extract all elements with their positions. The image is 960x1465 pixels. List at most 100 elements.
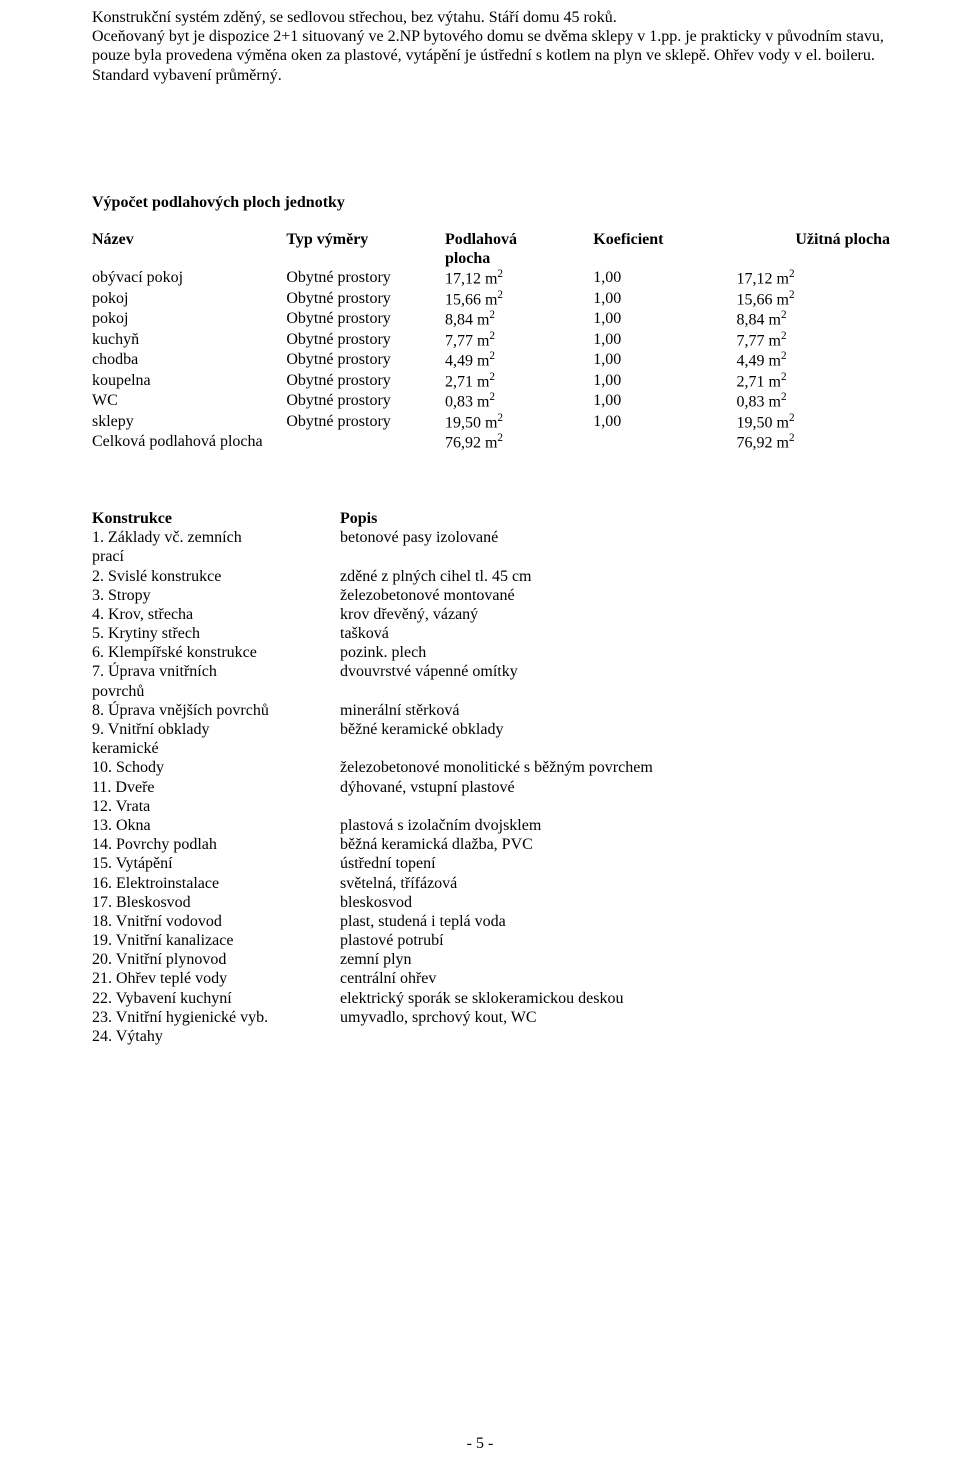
- cell-koef: 1,00: [593, 350, 736, 371]
- spacer: [92, 103, 890, 153]
- cell-konstrukce: 19. Vnitřní kanalizace: [92, 931, 340, 950]
- cell-uzit: 2,71 m2: [737, 371, 891, 392]
- cell-pod: 17,12 m2: [445, 268, 593, 289]
- table-row: 17. Bleskosvodbleskosvod: [92, 893, 890, 912]
- cell-nazev: obývací pokoj: [92, 268, 286, 289]
- cell-popis: běžná keramická dlažba, PVC: [340, 835, 890, 854]
- cell-konstrukce: 23. Vnitřní hygienické vyb.: [92, 1008, 340, 1027]
- cell-konstrukce: 16. Elektroinstalace: [92, 874, 340, 893]
- cell-koef: 1,00: [593, 371, 736, 392]
- col-header-typ: Typ výměry: [286, 230, 445, 249]
- intro-paragraph: Oceňovaný byt je dispozice 2+1 situovaný…: [92, 27, 890, 85]
- table-row: 11. Dveředýhované, vstupní plastové: [92, 778, 890, 797]
- cell-typ: Obytné prostory: [286, 309, 445, 330]
- table-row: 22. Vybavení kuchyníelektrický sporák se…: [92, 989, 890, 1008]
- cell-konstrukce: 8. Úprava vnějších povrchů: [92, 701, 340, 720]
- table-row: 16. Elektroinstalacesvětelná, třífázová: [92, 874, 890, 893]
- cell-konstrukce: 4. Krov, střecha: [92, 605, 340, 624]
- cell-koef: 1,00: [593, 268, 736, 289]
- cell-koef: 1,00: [593, 330, 736, 351]
- floor-area-table: Název Typ výměry Podlahová Koeficient Už…: [92, 230, 890, 453]
- cell-koef: 1,00: [593, 391, 736, 412]
- cell-uzit: 17,12 m2: [737, 268, 891, 289]
- cell-konstrukce: 17. Bleskosvod: [92, 893, 340, 912]
- cell-popis: plastová s izolačním dvojsklem: [340, 816, 890, 835]
- document-page: Konstrukční systém zděný, se sedlovou st…: [0, 0, 960, 1465]
- table-row: obývací pokojObytné prostory17,12 m21,00…: [92, 268, 890, 289]
- cell-typ: Obytné prostory: [286, 330, 445, 351]
- cell-uzit: 4,49 m2: [737, 350, 891, 371]
- cell-popis: umyvadlo, sprchový kout, WC: [340, 1008, 890, 1027]
- cell-popis: běžné keramické obklady: [340, 720, 890, 739]
- cell-konstrukce: 13. Okna: [92, 816, 340, 835]
- col-header-popis: Popis: [340, 509, 890, 528]
- table-row: koupelnaObytné prostory2,71 m21,002,71 m…: [92, 371, 890, 392]
- cell-popis: ústřední topení: [340, 854, 890, 873]
- table-row: prací: [92, 547, 890, 566]
- table-row: 9. Vnitřní obkladyběžné keramické obklad…: [92, 720, 890, 739]
- cell-koef: 1,00: [593, 309, 736, 330]
- cell-konstrukce: 15. Vytápění: [92, 854, 340, 873]
- cell-popis: světelná, třífázová: [340, 874, 890, 893]
- cell-popis: zděné z plných cihel tl. 45 cm: [340, 567, 890, 586]
- cell-konstrukce: 18. Vnitřní vodovod: [92, 912, 340, 931]
- table-row: 1. Základy vč. zemníchbetonové pasy izol…: [92, 528, 890, 547]
- cell-popis: plast, studená i teplá voda: [340, 912, 890, 931]
- table-row: 3. Stropyželezobetonové montované: [92, 586, 890, 605]
- cell-popis: zemní plyn: [340, 950, 890, 969]
- col-header-uzit: Užitná plocha: [737, 230, 891, 249]
- total-uzit: 76,92 m2: [737, 432, 891, 453]
- table-row: 15. Vytápěníústřední topení: [92, 854, 890, 873]
- table-row: 18. Vnitřní vodovodplast, studená i tepl…: [92, 912, 890, 931]
- cell-koef: 1,00: [593, 289, 736, 310]
- table-row: 13. Oknaplastová s izolačním dvojsklem: [92, 816, 890, 835]
- cell-pod: 0,83 m2: [445, 391, 593, 412]
- table-row: 5. Krytiny střechtašková: [92, 624, 890, 643]
- table-row: 12. Vrata: [92, 797, 890, 816]
- cell-popis: bleskosvod: [340, 893, 890, 912]
- cell-uzit: 7,77 m2: [737, 330, 891, 351]
- cell-typ: Obytné prostory: [286, 289, 445, 310]
- cell-konstrukce: 5. Krytiny střech: [92, 624, 340, 643]
- cell-konstrukce: 1. Základy vč. zemních: [92, 528, 340, 547]
- cell-typ: Obytné prostory: [286, 268, 445, 289]
- spacer: [92, 453, 890, 503]
- cell-popis: minerální stěrková: [340, 701, 890, 720]
- cell-pod: 4,49 m2: [445, 350, 593, 371]
- cell-popis: tašková: [340, 624, 890, 643]
- cell-popis: [340, 797, 890, 816]
- cell-pod: 19,50 m2: [445, 412, 593, 433]
- cell-popis: plastové potrubí: [340, 931, 890, 950]
- cell-popis: [340, 547, 890, 566]
- cell-nazev: pokoj: [92, 289, 286, 310]
- cell-nazev: chodba: [92, 350, 286, 371]
- cell-konstrukce: 9. Vnitřní obklady: [92, 720, 340, 739]
- cell-uzit: 8,84 m2: [737, 309, 891, 330]
- table-header-row: Název Typ výměry Podlahová Koeficient Už…: [92, 230, 890, 249]
- cell-pod: 15,66 m2: [445, 289, 593, 310]
- cell-nazev: koupelna: [92, 371, 286, 392]
- cell-konstrukce: keramické: [92, 739, 340, 758]
- cell-konstrukce: 21. Ohřev teplé vody: [92, 969, 340, 988]
- cell-konstrukce: 22. Vybavení kuchyní: [92, 989, 340, 1008]
- total-pod: 76,92 m2: [445, 432, 593, 453]
- cell-uzit: 15,66 m2: [737, 289, 891, 310]
- cell-uzit: 19,50 m2: [737, 412, 891, 433]
- cell-konstrukce: 12. Vrata: [92, 797, 340, 816]
- total-label: Celková podlahová plocha: [92, 432, 445, 453]
- table-row: 23. Vnitřní hygienické vyb.umyvadlo, spr…: [92, 1008, 890, 1027]
- cell-uzit: 0,83 m2: [737, 391, 891, 412]
- table-row: 20. Vnitřní plynovodzemní plyn: [92, 950, 890, 969]
- table-row: pokojObytné prostory15,66 m21,0015,66 m2: [92, 289, 890, 310]
- table-header-row: Konstrukce Popis: [92, 509, 890, 528]
- cell-nazev: kuchyň: [92, 330, 286, 351]
- cell-konstrukce: 24. Výtahy: [92, 1027, 340, 1046]
- cell-konstrukce: povrchů: [92, 682, 340, 701]
- cell-pod: 8,84 m2: [445, 309, 593, 330]
- cell-popis: [340, 1027, 890, 1046]
- table-row: 14. Povrchy podlahběžná keramická dlažba…: [92, 835, 890, 854]
- cell-konstrukce: prací: [92, 547, 340, 566]
- cell-pod: 7,77 m2: [445, 330, 593, 351]
- cell-popis: dýhované, vstupní plastové: [340, 778, 890, 797]
- cell-popis: dvouvrstvé vápenné omítky: [340, 662, 890, 681]
